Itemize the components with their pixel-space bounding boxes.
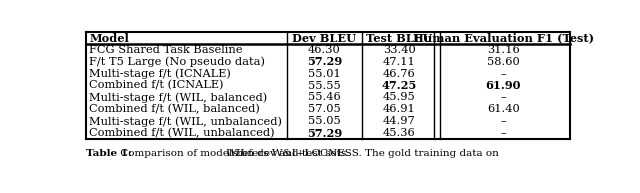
Text: Multi-stage f/t (ICNALE): Multi-stage f/t (ICNALE) (90, 68, 231, 79)
Text: 55.05: 55.05 (308, 116, 340, 126)
Text: refers W&I+LOCNESS. The gold training data on: refers W&I+LOCNESS. The gold training da… (234, 149, 499, 158)
Text: Test BLEU: Test BLEU (366, 33, 433, 43)
Text: 61.40: 61.40 (487, 104, 520, 114)
Text: Human Evaluation F1 (Test): Human Evaluation F1 (Test) (413, 33, 594, 43)
Text: 45.36: 45.36 (383, 128, 416, 138)
Text: –: – (500, 128, 506, 138)
Text: 55.55: 55.55 (308, 80, 340, 91)
Text: Combined f/t (WIL, balanced): Combined f/t (WIL, balanced) (90, 104, 260, 114)
Text: –: – (500, 92, 506, 102)
Text: 46.91: 46.91 (383, 104, 416, 114)
Text: Dev BLEU: Dev BLEU (292, 33, 356, 43)
Text: Table 1:: Table 1: (86, 149, 132, 158)
Text: 58.60: 58.60 (487, 57, 520, 67)
Text: FCG Shared Task Baseline: FCG Shared Task Baseline (90, 45, 243, 55)
Text: Combined f/t (WIL, unbalanced): Combined f/t (WIL, unbalanced) (90, 128, 275, 138)
Text: 31.16: 31.16 (487, 45, 520, 55)
Text: 57.05: 57.05 (308, 104, 340, 114)
Text: F/t T5 Large (No pseudo data): F/t T5 Large (No pseudo data) (90, 57, 266, 67)
Text: 46.30: 46.30 (308, 45, 340, 55)
Text: 47.11: 47.11 (383, 57, 416, 67)
Text: WIL: WIL (225, 149, 247, 158)
Text: Multi-stage f/t (WIL, unbalanced): Multi-stage f/t (WIL, unbalanced) (90, 116, 282, 127)
Text: 57.29: 57.29 (307, 128, 342, 139)
Text: 45.95: 45.95 (383, 92, 416, 102)
Text: 33.40: 33.40 (383, 45, 416, 55)
Text: Model: Model (90, 33, 129, 43)
Text: –: – (500, 69, 506, 79)
Text: 46.76: 46.76 (383, 69, 416, 79)
Text: 57.29: 57.29 (307, 56, 342, 67)
Text: Combined f/t (ICNALE): Combined f/t (ICNALE) (90, 80, 224, 91)
Text: 61.90: 61.90 (486, 80, 521, 91)
Text: 47.25: 47.25 (382, 80, 417, 91)
Text: –: – (500, 116, 506, 126)
Text: 55.46: 55.46 (308, 92, 340, 102)
Text: Comparison of models on dev and test sets.: Comparison of models on dev and test set… (117, 149, 356, 158)
Text: Multi-stage f/t (WIL, balanced): Multi-stage f/t (WIL, balanced) (90, 92, 268, 103)
Text: 55.01: 55.01 (308, 69, 340, 79)
Text: 44.97: 44.97 (383, 116, 416, 126)
